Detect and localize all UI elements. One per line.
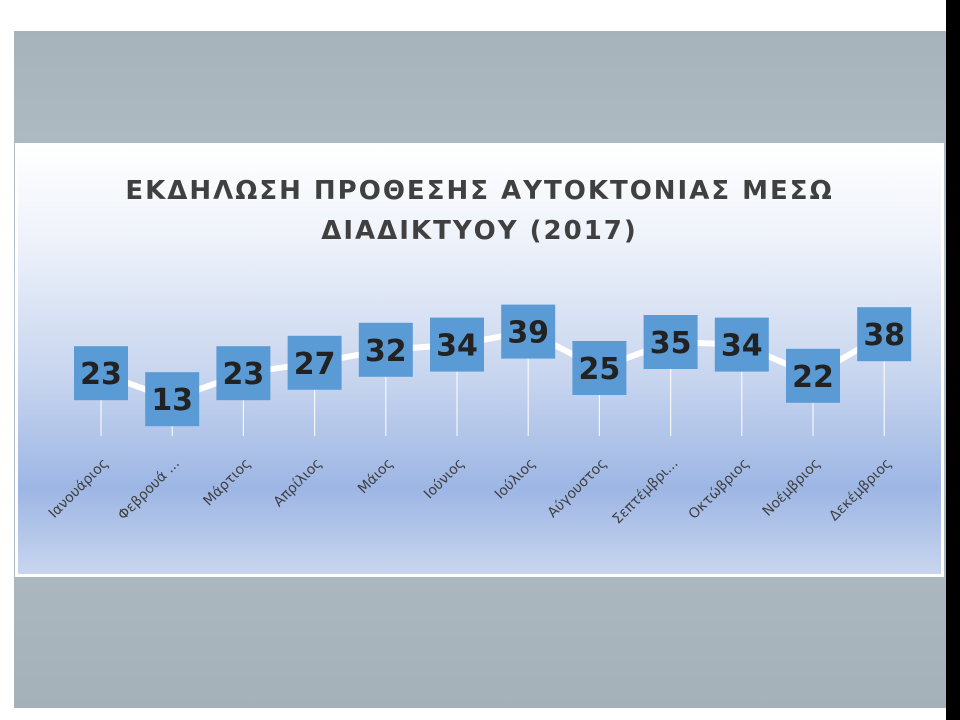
x-tick-label: Οκτώβριος	[686, 456, 753, 523]
data-label: 35	[650, 326, 692, 361]
x-tick-label: Νοέμβριος	[760, 456, 824, 520]
data-label-box	[643, 315, 698, 369]
data-label: 34	[721, 329, 763, 364]
data-point-8: 25	[572, 341, 627, 395]
data-label: 22	[792, 360, 834, 395]
data-label-box	[145, 372, 200, 427]
data-label: 27	[294, 347, 336, 382]
data-point-12: 38	[857, 307, 912, 362]
data-label-box	[501, 304, 556, 359]
x-tick-label: Αύγουστος	[545, 456, 611, 522]
data-label-box	[786, 348, 840, 403]
data-label-box	[430, 317, 484, 372]
data-point-11: 22	[786, 348, 840, 403]
data-label-box	[216, 346, 271, 401]
data-point-9: 35	[643, 315, 698, 369]
x-tick-label: Σεπτέμβρι...	[610, 456, 682, 528]
data-point-2: 13	[145, 372, 200, 427]
x-tick-label: Φεβρουά ...	[115, 456, 183, 524]
data-label: 25	[579, 352, 621, 387]
data-label: 38	[863, 318, 905, 353]
data-point-3: 23	[216, 346, 271, 401]
data-label: 32	[365, 334, 407, 369]
chart-title: ΕΚΔΗΛΩΣΗ ΠΡΟΘΕΣΗΣ ΑΥΤΟΚΤΟΝΙΑΣ ΜΕΣΩ ΔΙΑΔΙ…	[18, 171, 941, 251]
x-tick-label: Απρίλιος	[271, 456, 326, 511]
data-point-7: 39	[501, 304, 556, 359]
x-tick-label: Ιούνιος	[421, 456, 468, 503]
data-label-box	[857, 307, 912, 362]
x-tick-label: Δεκέμβριος	[826, 456, 895, 525]
line-chart: 23 13 23 27 32 34 39 25 35 34 22 38 Ιανουάριος Φεβρου…	[46, 304, 912, 528]
chart-title-line-2: ΔΙΑΔΙΚΤΥΟΥ (2017)	[321, 216, 638, 246]
data-point-1: 23	[74, 346, 128, 401]
data-label: 34	[436, 329, 478, 364]
data-label-box	[572, 341, 627, 395]
x-tick-label: Ιανουάριος	[46, 456, 112, 522]
data-point-5: 32	[358, 322, 413, 377]
data-point-6: 34	[430, 317, 484, 372]
x-tick-label: Μάιος	[355, 456, 397, 498]
x-tick-label: Ιούλιος	[492, 456, 539, 503]
chart-card: ΕΚΔΗΛΩΣΗ ΠΡΟΘΕΣΗΣ ΑΥΤΟΚΤΟΝΙΑΣ ΜΕΣΩ ΔΙΑΔΙ…	[15, 143, 944, 577]
data-point-10: 34	[714, 317, 769, 372]
data-label-box	[714, 317, 769, 372]
data-point-4: 27	[287, 335, 342, 390]
x-tick-label: Μάρτιος	[200, 456, 254, 510]
data-label: 23	[223, 357, 265, 392]
data-label-box	[74, 346, 128, 401]
data-label: 23	[80, 357, 122, 392]
data-label-box	[287, 335, 342, 390]
data-label: 13	[151, 383, 193, 418]
data-label-box	[358, 322, 413, 377]
data-label: 39	[507, 316, 549, 351]
chart-title-line-1: ΕΚΔΗΛΩΣΗ ΠΡΟΘΕΣΗΣ ΑΥΤΟΚΤΟΝΙΑΣ ΜΕΣΩ	[125, 176, 834, 206]
